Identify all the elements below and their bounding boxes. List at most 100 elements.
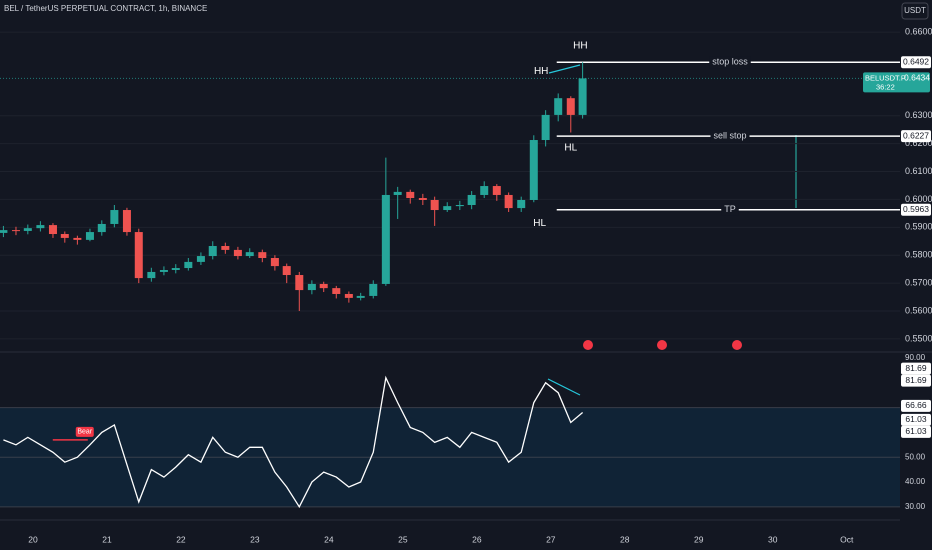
candle-body [430, 199, 439, 211]
last-price-symbol: BELUSDT.P [865, 73, 906, 82]
level-name: sell stop [713, 130, 746, 140]
event-icon[interactable] [732, 340, 742, 350]
rsi-price-box [901, 425, 931, 438]
level-price-box [901, 130, 931, 143]
y-tick-label: 0.6100 [905, 166, 932, 176]
candle-body [492, 186, 501, 195]
event-icon[interactable] [657, 340, 667, 350]
level-name-bg [709, 56, 751, 69]
candle-body [566, 98, 575, 115]
x-tick-label: 23 [250, 534, 260, 544]
candle-body [554, 98, 563, 115]
candle-body [344, 293, 353, 298]
rsi-price-box [901, 362, 931, 375]
candle-body [0, 230, 8, 233]
candle-body [504, 194, 513, 209]
candle-body [97, 223, 106, 233]
y-tick-label: 0.6200 [905, 138, 932, 148]
candle-body [529, 140, 538, 200]
rsi-line [3, 375, 584, 509]
rsi-price: 66.66 [905, 400, 927, 410]
level-price-box [901, 56, 931, 69]
candle-body [480, 186, 489, 195]
y-tick-label: 0.5600 [905, 305, 932, 315]
candle-body [541, 114, 550, 141]
x-tick-label: 27 [546, 534, 556, 544]
event-icon[interactable] [583, 340, 593, 350]
candle-body [418, 198, 427, 200]
level-name: stop loss [712, 57, 748, 67]
candle-body [319, 283, 328, 289]
signal-box [75, 426, 94, 437]
level-name-bg [710, 130, 750, 143]
y-tick-label: 50.00 [905, 452, 926, 461]
candle-body [356, 295, 365, 298]
candle-body [467, 194, 476, 206]
candle-body [85, 232, 94, 240]
candle-body [233, 249, 242, 257]
rsi-price: 81.69 [905, 363, 927, 373]
candle-body [270, 258, 279, 267]
candle-body [122, 210, 131, 233]
candle-body [578, 78, 587, 115]
last-price-box [863, 72, 930, 93]
candle-body [455, 205, 464, 207]
candle-body [282, 266, 291, 276]
level-price: 0.6492 [903, 56, 929, 66]
candle-body [245, 252, 254, 257]
rsi-price: 81.69 [905, 375, 927, 385]
candle-body [443, 206, 452, 211]
candle-body [406, 191, 415, 199]
level-price: 0.5963 [903, 204, 929, 214]
candle-body [381, 194, 390, 284]
trend-line [548, 64, 581, 74]
y-tick-label: 0.5900 [905, 222, 932, 232]
candle-body [369, 283, 378, 296]
level-name-bg [721, 203, 739, 216]
y-tick-label: 0.5700 [905, 277, 932, 287]
candle-body [147, 271, 156, 279]
last-price-value: 0.6434 [904, 73, 930, 83]
candle-body [134, 232, 143, 279]
x-tick-label: Oct [840, 534, 854, 544]
candle-body [295, 275, 304, 291]
rsi-price-box [901, 374, 931, 387]
candle-body [36, 225, 45, 229]
candle-body [73, 237, 82, 240]
x-tick-label: 21 [102, 534, 112, 544]
candle-body [332, 288, 341, 294]
candle-body [208, 246, 217, 257]
y-tick-label: 0.6600 [905, 26, 932, 36]
x-tick-label: 30 [768, 534, 778, 544]
x-tick-label: 25 [398, 534, 408, 544]
level-price: 0.6227 [903, 130, 929, 140]
candle-body [307, 283, 316, 291]
x-tick-label: 29 [694, 534, 704, 544]
candle-body [159, 269, 168, 272]
y-tick-label: 0.6300 [905, 110, 932, 120]
event-icons [583, 340, 742, 350]
level-name: TP [724, 204, 736, 214]
y-tick-label: 0.5800 [905, 250, 932, 260]
last-price-countdown: 36:22 [876, 82, 895, 91]
rsi-price-box [901, 399, 931, 412]
x-tick-label: 22 [176, 534, 186, 544]
currency-button[interactable] [901, 2, 929, 20]
x-tick-label: 26 [472, 534, 482, 544]
annotation: HL [564, 142, 577, 153]
y-tick-label: 90.00 [905, 353, 926, 362]
currency-label[interactable]: USDT [904, 6, 926, 15]
x-tick-label: 24 [324, 534, 334, 544]
candle-body [196, 256, 205, 262]
level-price-box [901, 203, 931, 216]
rsi-price: 61.03 [905, 426, 927, 436]
candle-body [60, 234, 69, 238]
signal-label: Bear [77, 429, 92, 436]
candle-body [221, 246, 230, 250]
rsi-price: 61.03 [905, 414, 927, 424]
x-tick-label: 28 [620, 534, 630, 544]
candle-body [48, 225, 57, 235]
annotation: HL [533, 218, 546, 229]
rsi-price-box [901, 413, 931, 426]
candle-body [110, 210, 119, 224]
